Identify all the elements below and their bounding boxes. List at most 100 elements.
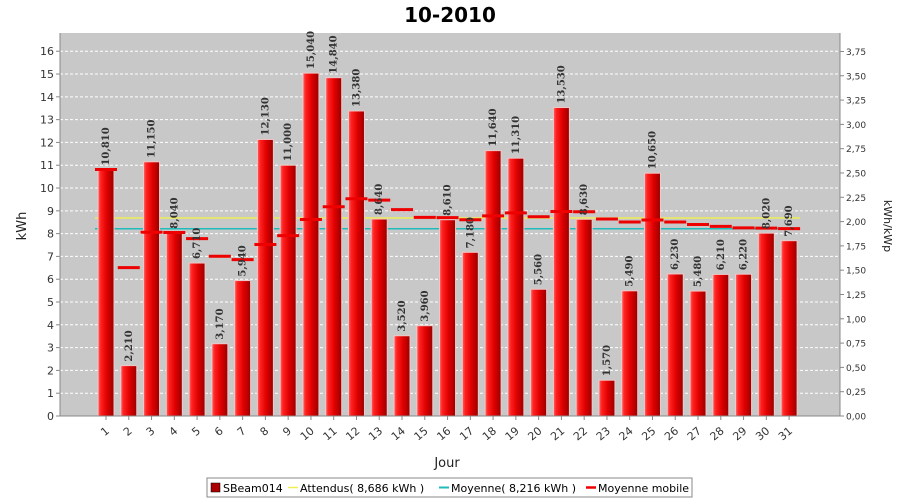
data-label: 14,840 [329,35,340,73]
bar [279,164,297,417]
x-tick-label: 2 [121,424,135,438]
y-tick-label: 4 [47,319,54,332]
data-label: 6,230 [670,239,681,270]
bar [439,219,457,417]
y-tick-label: 9 [47,205,54,218]
y-tick-label: 3 [47,342,54,355]
data-label: 11,640 [488,108,499,146]
x-tick-label: 31 [776,424,795,443]
y2-tick-label: 3,00 [846,121,866,131]
x-tick-label: 12 [343,424,362,443]
bar [575,218,593,417]
data-label: 5,940 [238,245,249,276]
chart-title: 10-2010 [404,3,496,27]
legend-swatch-sbeam [210,482,221,493]
data-label: 7,180 [465,217,476,248]
x-tick-label: 24 [617,424,636,443]
data-label: 6,220 [739,239,750,270]
x-tick-label: 11 [321,424,340,443]
y2-tick-label: 2,00 [846,218,866,228]
data-label: 15,040 [306,31,317,69]
legend-box [206,477,693,498]
y2-tick-label: 2,25 [846,194,866,204]
data-label: 10,650 [647,131,658,169]
bar [120,365,138,417]
y2-tick-label: 0,00 [846,413,866,423]
bar [256,138,274,417]
x-axis-ticks: 1 2 3 4 5 6 7 8 9 10 11 12 13 14 15 16 17 18 19 20 21 22 23 24 2… [98,416,795,443]
y2-tick-label: 3,75 [846,48,866,58]
y2-tick-label: 1,75 [846,242,866,252]
y-tick-label: 6 [47,273,54,286]
y-tick-label: 8 [47,228,54,241]
data-label: 6,710 [192,228,203,259]
x-tick-label: 25 [639,424,658,443]
y-tick-label: 13 [40,114,54,127]
bar [325,77,343,417]
y2-axis-ticks: 0,00 0,25 0,50 0,75 1,00 1,25 1,50 1,75 2,00 2,25… [840,48,866,423]
bar [461,251,479,417]
y2-tick-label: 1,50 [846,267,866,277]
x-tick-label: 6 [212,424,226,438]
x-tick-label: 18 [480,424,499,443]
y-tick-label: 14 [40,91,54,104]
x-tick-label: 28 [708,424,727,443]
y2-tick-label: 0,50 [846,364,866,374]
bar [234,280,252,417]
bar [621,290,639,417]
bar [370,218,388,417]
data-label: 2,210 [124,330,135,361]
x-tick-label: 1 [98,424,112,438]
bar [735,273,753,417]
x-tick-label: 7 [235,424,249,438]
legend-label-sbeam: SBeam014 [223,482,283,495]
bar [188,262,206,417]
y-tick-label: 12 [40,136,54,149]
x-tick-label: 26 [662,424,681,443]
bar [689,290,707,417]
data-labels: 10,810 2,210 11,150 8,040 6,710 3,170 5,940 12,… [101,31,795,376]
y-axis-label: kWh [15,212,30,241]
bar [712,273,730,417]
data-label: 7,690 [784,205,795,236]
x-tick-label: 3 [144,424,158,438]
data-label: 5,560 [534,254,545,285]
bar [552,107,570,417]
x-tick-label: 21 [548,424,567,443]
x-tick-label: 17 [457,424,476,443]
bar [302,72,320,417]
bar [643,172,661,417]
data-label: 3,170 [215,308,226,339]
y-tick-label: 0 [47,410,54,423]
x-tick-label: 22 [571,424,590,443]
y-tick-label: 16 [40,45,54,58]
x-tick-label: 29 [730,424,749,443]
x-tick-label: 15 [412,424,431,443]
x-tick-label: 27 [685,424,704,443]
x-tick-label: 10 [298,424,317,443]
x-tick-label: 16 [434,424,453,443]
y-tick-label: 11 [40,159,54,172]
data-label: 5,490 [625,255,636,286]
legend-label-attendus: Attendus( 8,686 kWh ) [300,482,424,495]
x-tick-label: 9 [280,424,294,438]
x-axis-label: Jour [433,456,460,471]
bar [757,232,775,417]
data-label: 10,810 [101,127,112,165]
bar [143,161,161,417]
x-tick-label: 8 [258,424,272,438]
y-tick-label: 15 [40,68,54,81]
data-label: 13,530 [556,65,567,103]
legend-label-moving-avg: Moyenne mobile [598,482,689,495]
data-label: 11,310 [511,116,522,154]
data-label: 3,960 [420,290,431,321]
data-label: 8,020 [761,198,772,229]
legend-label-moyenne: Moyenne( 8,216 kWh ) [451,482,576,495]
data-label: 5,480 [693,256,704,287]
y2-tick-label: 3,25 [846,97,866,107]
data-label: 8,610 [443,184,454,215]
data-label: 12,130 [260,97,271,135]
bar [165,232,183,417]
y2-axis-label: kWh/kWp [881,200,894,252]
